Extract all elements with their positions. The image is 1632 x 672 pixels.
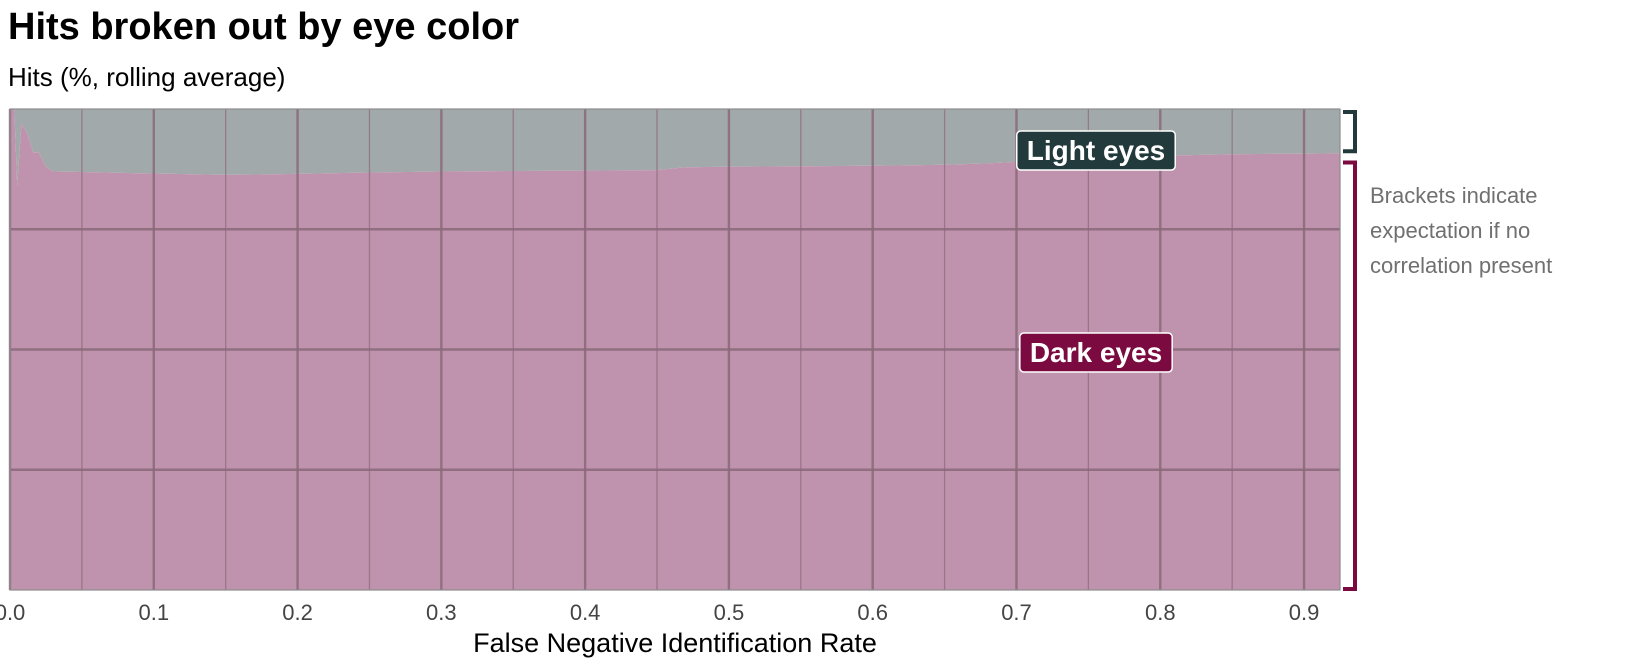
bracket-dark-eyes: [1343, 160, 1357, 591]
bracket-note-line: expectation if no: [1370, 218, 1531, 243]
plot-border: [9, 108, 1341, 591]
x-tick-label: 0.0: [0, 600, 25, 625]
x-tick-label: 0.5: [714, 600, 745, 625]
x-tick-label: 0.3: [426, 600, 457, 625]
x-tick-label: 0.8: [1145, 600, 1176, 625]
x-tick-label: 0.1: [138, 600, 169, 625]
chart-title: Hits broken out by eye color: [8, 6, 519, 48]
bracket-light-eyes: [1343, 110, 1357, 154]
series-label-light-eyes-box: [1016, 130, 1176, 171]
x-axis-label: False Negative Identification Rate: [473, 628, 877, 658]
x-tick-label: 0.2: [282, 600, 313, 625]
bracket-note: Brackets indicate expectation if no corr…: [1370, 178, 1620, 283]
area-light-eyes: [10, 109, 1340, 186]
x-tick-label: 0.7: [1001, 600, 1032, 625]
series-label-dark-eyes: Dark eyes: [1030, 337, 1162, 368]
x-tick-label: 0.4: [570, 600, 601, 625]
chart-subtitle: Hits (%, rolling average): [8, 62, 286, 92]
series-label-light-eyes: Light eyes: [1027, 135, 1165, 166]
series-label-dark-eyes-box: [1019, 332, 1173, 373]
bracket-note-line: Brackets indicate: [1370, 183, 1538, 208]
bracket-note-line: correlation present: [1370, 253, 1553, 278]
x-tick-label: 0.6: [857, 600, 888, 625]
x-tick-label: 0.9: [1289, 600, 1320, 625]
